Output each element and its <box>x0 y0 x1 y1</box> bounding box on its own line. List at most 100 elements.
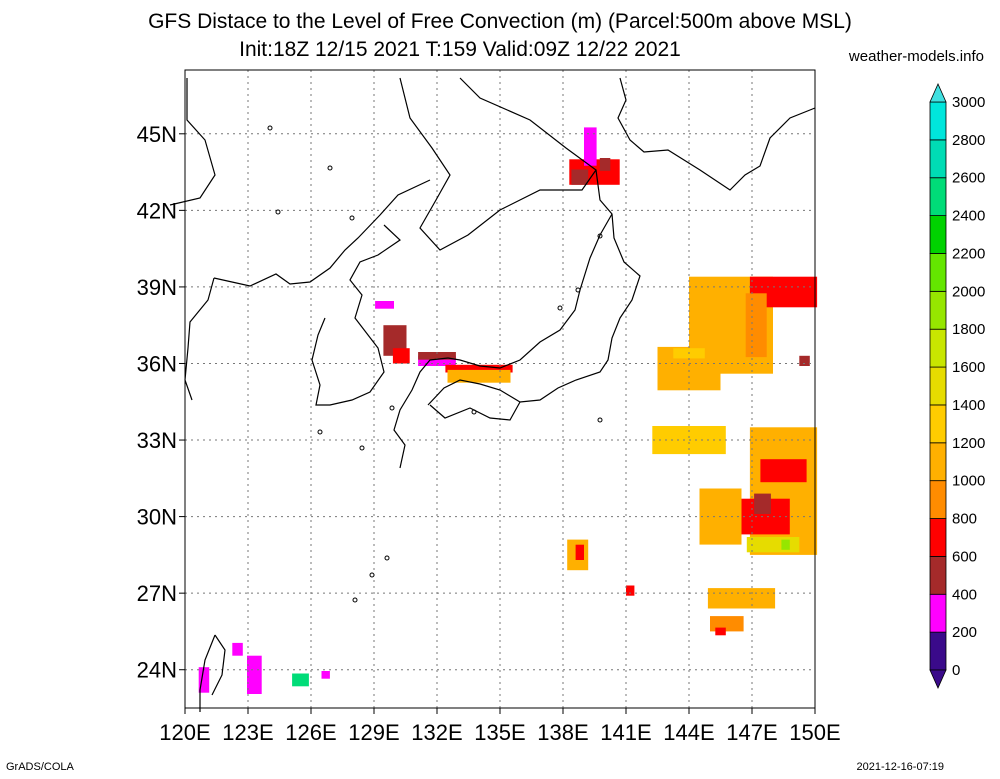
coastline <box>199 634 216 712</box>
island <box>369 572 375 578</box>
colorbar-label: 0 <box>952 662 960 679</box>
convection-field-layer <box>198 127 818 694</box>
field-patch <box>321 671 330 679</box>
latitude-label: 36N <box>137 351 177 376</box>
colorbar-band <box>929 404 947 444</box>
field-patch <box>418 355 456 366</box>
island <box>557 305 563 311</box>
brand-label: weather-models.info <box>848 48 984 65</box>
colorbar-end-low <box>929 669 947 689</box>
colorbar-end-high <box>929 83 947 103</box>
field-patch <box>247 655 262 694</box>
longitude-label: 150E <box>789 720 840 745</box>
latitude-label: 30N <box>137 505 177 530</box>
field-patch <box>707 588 776 609</box>
footer-software: GrADS/COLA <box>6 761 74 773</box>
map-title: GFS Distace to the Level of Free Convect… <box>148 10 852 33</box>
island <box>384 555 390 561</box>
coastline <box>429 401 521 421</box>
colorbar-band <box>929 366 947 406</box>
colorbar-label: 1800 <box>952 321 985 338</box>
colorbar-label: 1200 <box>952 435 985 452</box>
field-patch <box>745 293 767 358</box>
island <box>359 445 365 451</box>
colorbar-band <box>929 215 947 254</box>
latitude-label: 27N <box>137 581 177 606</box>
colorbar-band <box>929 139 947 179</box>
grid-lines <box>185 70 815 708</box>
latitude-label: 45N <box>137 122 177 147</box>
field-patch <box>575 544 584 560</box>
colorbar-band <box>929 328 947 368</box>
island <box>389 405 395 411</box>
latitude-label: 42N <box>137 198 177 223</box>
colorbar-label: 800 <box>952 511 977 528</box>
colorbar-label: 400 <box>952 586 977 603</box>
coastline <box>617 77 816 191</box>
colorbar-band <box>929 480 947 519</box>
field-patch <box>375 301 394 309</box>
longitude-label: 120E <box>159 720 210 745</box>
island <box>327 165 333 171</box>
colorbar-label: 2000 <box>952 283 985 300</box>
field-patch <box>392 348 410 364</box>
field-patch <box>781 539 790 550</box>
coastline <box>427 169 641 406</box>
island <box>597 233 603 239</box>
island <box>275 209 281 215</box>
coastline <box>447 213 613 369</box>
coastline <box>393 357 449 469</box>
colorbar: 0 200 400 600 800 1000 1200 1400 1600 1800 2000 220… <box>929 83 985 689</box>
longitude-labels: 120E 123E 126E 129E 132E 135E 138E 141E 144E 147E… <box>159 708 841 745</box>
longitude-label: 147E <box>726 720 777 745</box>
colorbar-label: 2400 <box>952 208 985 225</box>
colorbar-band <box>929 101 947 141</box>
coastline-layer <box>169 77 816 712</box>
field-patch <box>232 642 243 656</box>
colorbar-label: 2800 <box>952 132 985 149</box>
field-patch <box>710 616 744 632</box>
colorbar-label: 2200 <box>952 245 985 262</box>
field-patch <box>749 427 818 555</box>
field-patch <box>799 355 810 366</box>
latitude-label: 33N <box>137 428 177 453</box>
longitude-label: 141E <box>600 720 651 745</box>
island <box>267 125 273 131</box>
field-patch <box>599 158 611 171</box>
colorbar-band <box>929 290 947 330</box>
field-patch <box>418 352 456 360</box>
island <box>575 287 581 293</box>
longitude-label: 144E <box>663 720 714 745</box>
field-patch <box>754 493 771 514</box>
colorbar-band <box>929 593 947 633</box>
colorbar-label: 1600 <box>952 359 985 376</box>
longitude-label: 138E <box>537 720 588 745</box>
longitude-label: 135E <box>474 720 525 745</box>
longitude-label: 123E <box>222 720 273 745</box>
colorbar-band <box>929 442 947 482</box>
island <box>471 409 477 415</box>
coastline <box>211 634 226 696</box>
field-patch <box>292 673 309 687</box>
island <box>317 429 323 435</box>
colorbar-band <box>929 631 947 671</box>
longitude-label: 129E <box>348 720 399 745</box>
coastline <box>399 77 597 251</box>
coastline <box>169 78 216 206</box>
colorbar-label: 2600 <box>952 170 985 187</box>
longitude-label: 126E <box>285 720 336 745</box>
footer-timestamp: 2021-12-16-07:19 <box>856 761 944 773</box>
colorbar-band <box>929 253 947 292</box>
latitude-label: 24N <box>137 658 177 683</box>
field-patch <box>447 369 511 383</box>
island <box>349 215 355 221</box>
map-subtitle: Init:18Z 12/15 2021 T:159 Valid:09Z 12/2… <box>239 38 681 61</box>
coastline <box>213 179 431 287</box>
colorbar-band <box>929 177 947 217</box>
colorbar-label: 1400 <box>952 397 985 414</box>
field-patch <box>571 169 589 185</box>
field-patch <box>383 325 407 356</box>
coastline <box>184 277 215 401</box>
field-patch <box>715 627 726 636</box>
